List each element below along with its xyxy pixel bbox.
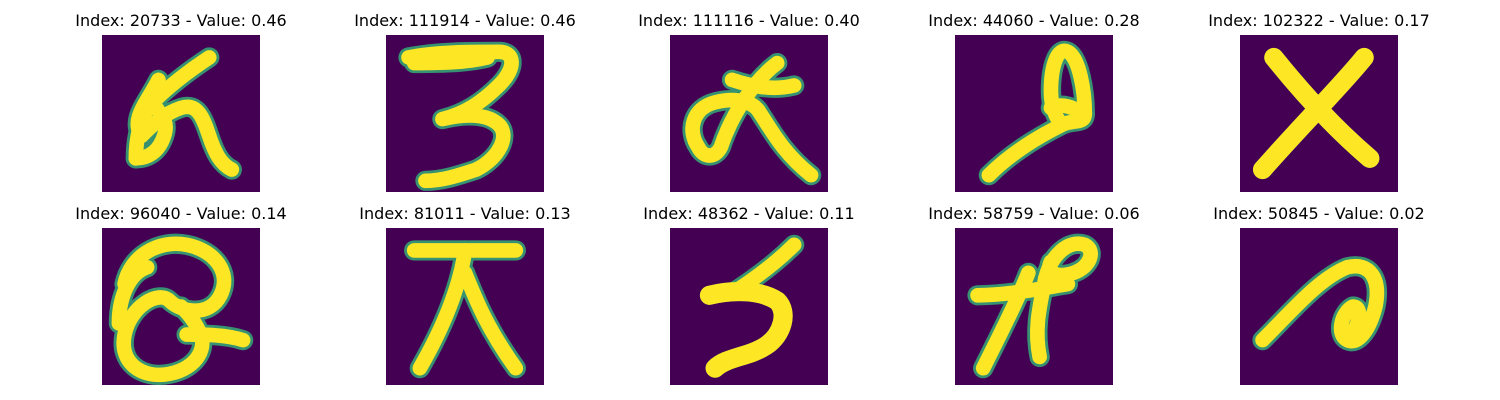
panel-title: Index: 111116 - Value: 0.40	[638, 11, 860, 30]
panel-title: Index: 111914 - Value: 0.46	[354, 11, 576, 30]
panel-6: Index: 81011 - Value: 0.13	[323, 204, 607, 394]
panel-7: Index: 48362 - Value: 0.11	[607, 204, 891, 394]
glyph-image	[955, 228, 1113, 385]
panel-title: Index: 58759 - Value: 0.06	[928, 204, 1140, 223]
glyph-image	[1240, 228, 1398, 385]
glyph-image	[670, 228, 828, 385]
glyph-image	[386, 228, 544, 385]
glyph-image	[955, 35, 1113, 192]
panel-title: Index: 81011 - Value: 0.13	[359, 204, 571, 223]
panel-title: Index: 44060 - Value: 0.28	[928, 11, 1140, 30]
panel-4: Index: 102322 - Value: 0.17	[1177, 11, 1461, 201]
glyph-image	[1240, 35, 1398, 192]
glyph-image	[386, 35, 544, 192]
panel-title: Index: 50845 - Value: 0.02	[1213, 204, 1425, 223]
glyph-image	[102, 35, 260, 192]
panel-8: Index: 58759 - Value: 0.06	[892, 204, 1176, 394]
panel-1: Index: 111914 - Value: 0.46	[323, 11, 607, 201]
glyph-image	[102, 228, 260, 385]
panel-0: Index: 20733 - Value: 0.46	[39, 11, 323, 201]
panel-title: Index: 48362 - Value: 0.11	[643, 204, 855, 223]
panel-9: Index: 50845 - Value: 0.02	[1177, 204, 1461, 394]
panel-5: Index: 96040 - Value: 0.14	[39, 204, 323, 394]
panel-title: Index: 96040 - Value: 0.14	[75, 204, 287, 223]
panel-title: Index: 102322 - Value: 0.17	[1208, 11, 1430, 30]
glyph-image	[670, 35, 828, 192]
panel-2: Index: 111116 - Value: 0.40	[607, 11, 891, 201]
panel-3: Index: 44060 - Value: 0.28	[892, 11, 1176, 201]
panel-title: Index: 20733 - Value: 0.46	[75, 11, 287, 30]
